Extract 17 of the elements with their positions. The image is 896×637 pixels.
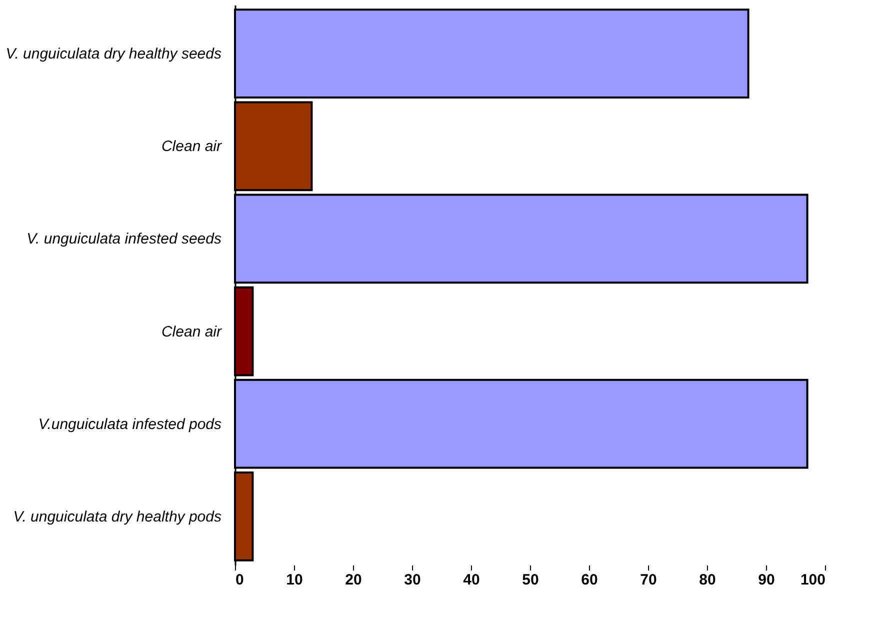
x-tick-label: 40 <box>463 572 480 588</box>
x-tick-label: 90 <box>758 572 775 588</box>
x-tick-label: 100 <box>800 572 826 588</box>
x-tick-label: 70 <box>640 572 657 588</box>
x-tick-label: 10 <box>286 572 303 588</box>
y-tick-label: V. unguiculata dry healthy seeds <box>6 46 222 63</box>
y-tick-label: Clean air <box>161 138 223 156</box>
y-tick-label: V.unguiculata infested pods <box>38 416 222 433</box>
x-tick-label: 0 <box>236 572 244 588</box>
x-tick-label: 60 <box>581 572 598 588</box>
x-tick-label: 50 <box>522 572 539 588</box>
x-tick-label: 20 <box>345 572 362 588</box>
y-tick-label: Clean air <box>161 323 223 340</box>
x-tick-label: 30 <box>404 572 421 588</box>
y-tick-label: V. unguiculata infested seeds <box>26 230 222 248</box>
x-tick-label: 80 <box>699 572 716 588</box>
y-tick-label: V. unguiculata dry healthy pods <box>13 508 222 526</box>
